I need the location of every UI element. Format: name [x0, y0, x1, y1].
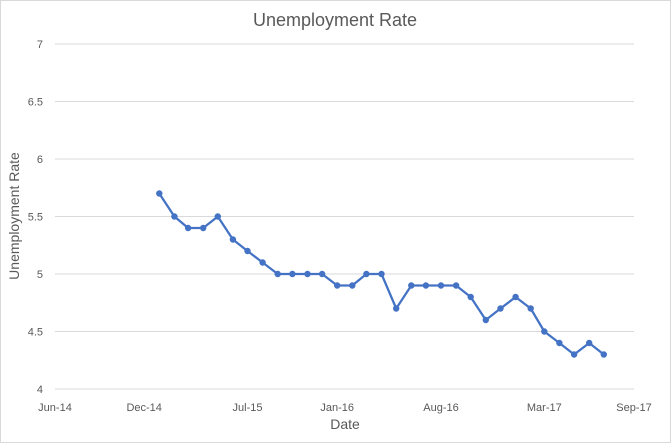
data-point — [570, 351, 578, 358]
data-point — [363, 270, 370, 278]
chart-title: Unemployment Rate — [253, 10, 417, 30]
x-tick-label: Aug-16 — [423, 402, 458, 414]
data-point — [527, 305, 534, 312]
data-point — [214, 213, 221, 220]
y-tick-label: 6.5 — [28, 97, 43, 109]
x-tick-label: Dec-14 — [126, 402, 161, 414]
data-point — [156, 190, 163, 197]
data-point — [349, 282, 356, 289]
y-tick-label: 5 — [37, 269, 43, 281]
data-points — [156, 190, 607, 358]
y-axis-title: Unemployment Rate — [6, 152, 22, 280]
data-point — [304, 270, 311, 278]
x-tick-label: Jan-16 — [320, 402, 354, 414]
data-point — [378, 270, 385, 278]
data-point — [467, 293, 474, 301]
data-point — [512, 293, 519, 301]
data-point — [408, 282, 415, 289]
x-tick-label: Sep-17 — [616, 402, 651, 414]
x-tick-label: Jun-14 — [38, 402, 72, 414]
data-point — [274, 270, 281, 278]
y-tick-label: 6 — [37, 154, 43, 166]
data-point — [497, 305, 504, 312]
y-tick-label: 7 — [37, 39, 43, 51]
data-point — [289, 270, 296, 278]
data-point — [334, 282, 341, 289]
x-tick-label: Mar-17 — [527, 402, 562, 414]
data-point — [437, 282, 445, 289]
x-tick-label: Jul-15 — [233, 402, 263, 414]
y-tick-label: 5.5 — [28, 212, 43, 224]
x-axis-title: Date — [330, 416, 360, 432]
data-point — [200, 224, 207, 232]
y-tick-label: 4.5 — [28, 327, 43, 339]
data-point — [482, 316, 489, 324]
data-point — [586, 339, 593, 347]
x-axis-tick-labels: Jun-14 Dec-14 Jul-15 Jan-16 Aug-16 Mar-17 Sep-… — [38, 402, 652, 414]
data-point — [259, 259, 266, 266]
data-point — [452, 282, 460, 289]
data-point — [318, 270, 326, 278]
data-point — [184, 224, 192, 232]
data-point — [600, 351, 607, 358]
data-point — [556, 339, 563, 347]
data-point — [171, 213, 178, 220]
gridlines — [55, 43, 634, 390]
data-point — [422, 282, 430, 289]
data-point — [393, 305, 400, 312]
y-tick-label: 4 — [37, 384, 43, 396]
data-point — [541, 328, 548, 335]
data-point — [229, 236, 237, 243]
data-point — [244, 247, 251, 255]
y-axis-tick-labels: 4 4.5 5 5.5 6 6.5 7 — [28, 39, 43, 396]
